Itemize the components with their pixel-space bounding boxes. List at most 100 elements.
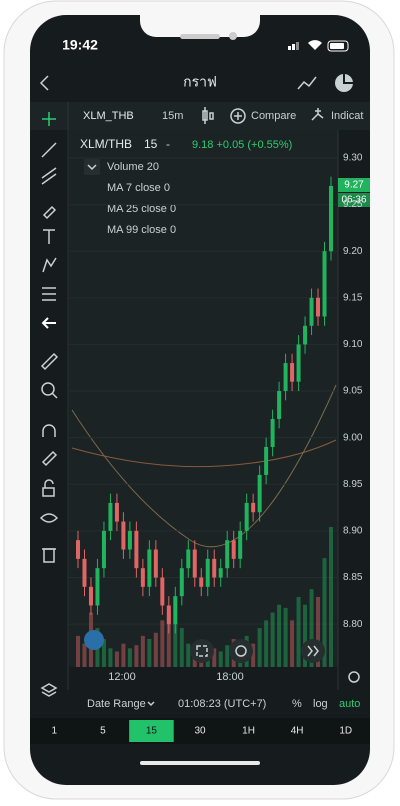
price-tick-label: 8.95 (343, 479, 363, 490)
candle-body (316, 297, 321, 317)
compare-icon[interactable] (230, 108, 246, 124)
candle-body (231, 540, 236, 559)
study: MA 99 close 0 (107, 224, 176, 236)
volume-bar (179, 628, 184, 667)
interval-button[interactable]: 1 (52, 726, 58, 737)
volume-bar (140, 635, 145, 667)
auto-toggle[interactable]: auto (339, 698, 360, 710)
volume-bar (329, 527, 333, 667)
volume-bar (76, 635, 80, 667)
legend-dash: - (166, 137, 170, 151)
candle-body (238, 530, 243, 559)
status-time: 19:42 (62, 37, 98, 53)
volume-bar (251, 643, 256, 667)
interval-button[interactable]: 1D (339, 726, 352, 737)
interval-button[interactable]: 4H (291, 726, 304, 737)
volume-bar (303, 604, 308, 667)
candle-body (121, 521, 126, 550)
chevrons (307, 645, 319, 657)
volume-bar (309, 589, 314, 667)
notch (140, 15, 260, 37)
status-icons (288, 40, 349, 52)
candle-body (212, 558, 217, 578)
legend-quote: 9.18 +0.05 (+0.55%) (192, 139, 292, 151)
candle-body (296, 344, 301, 382)
time-label: 18:00 (216, 671, 244, 683)
header-title: กราฟ (183, 74, 217, 90)
candle-body (218, 568, 223, 578)
toolbar (30, 102, 370, 130)
active-interval (129, 720, 174, 742)
candle-body (244, 502, 249, 531)
candle-body (108, 502, 113, 531)
interval-button[interactable]: 15 (146, 726, 158, 737)
percent-toggle[interactable]: % (292, 698, 302, 710)
legend-toggle[interactable] (84, 159, 100, 175)
volume-bar (127, 648, 132, 667)
candle-body (303, 325, 308, 345)
log-toggle[interactable]: log (313, 698, 328, 710)
chevron (87, 164, 97, 171)
candle-icon[interactable] (202, 107, 214, 124)
candle-body (147, 549, 152, 587)
symbol[interactable]: XLM_THB (83, 110, 134, 122)
reset-button[interactable] (229, 639, 253, 663)
volume-bar (186, 643, 191, 667)
countdown: 06:36 (341, 195, 366, 206)
candle-body (166, 605, 171, 625)
interval[interactable]: 15m (162, 110, 183, 122)
date-range[interactable]: Date Range (87, 698, 146, 710)
candle-body (160, 577, 165, 606)
reset-icon (235, 645, 247, 657)
settings-icon[interactable] (348, 671, 360, 683)
candle-body (270, 419, 275, 447)
line-chart-button[interactable] (297, 76, 317, 90)
volume-bar (153, 632, 158, 667)
candle-body (153, 549, 158, 578)
interval-button[interactable]: 5 (100, 726, 106, 737)
interval-bar (30, 718, 370, 744)
logo (84, 630, 104, 650)
candle-body (283, 363, 288, 392)
time-label: 12:00 (108, 671, 136, 683)
candle-body (173, 596, 178, 625)
candle-body (88, 586, 93, 606)
volume-bar (290, 620, 295, 667)
last-price: 9.27 (344, 180, 364, 191)
volume-bar (147, 639, 152, 667)
volume-bar (296, 597, 301, 667)
candle-body (225, 540, 230, 569)
volume-bar (283, 607, 288, 667)
candle-body (329, 185, 333, 252)
candle-body (322, 251, 327, 317)
volume-bar (257, 628, 262, 667)
candle-body (76, 540, 80, 559)
price-tick-label: 9.00 (343, 432, 363, 443)
fullscreen-button[interactable] (190, 639, 214, 663)
back-button[interactable] (39, 75, 49, 91)
volume-bar (322, 558, 327, 667)
volume-bar (166, 612, 171, 667)
candle-body (134, 530, 139, 569)
price-tick-label: 8.85 (343, 572, 363, 583)
interval-button[interactable]: 30 (194, 726, 206, 737)
legend-pair: XLM/THB (80, 137, 132, 151)
candle-body (257, 474, 262, 513)
price-tick-label: 9.15 (343, 292, 363, 303)
volume-bar (160, 620, 165, 667)
candle-body (114, 502, 119, 522)
volume-bar (173, 623, 178, 667)
indicator-icon[interactable] (311, 108, 324, 121)
interval-button[interactable]: 1H (242, 726, 255, 737)
legend-interval: 15 (144, 137, 158, 151)
volume-bar (101, 639, 106, 667)
study: Volume 20 (107, 161, 159, 173)
scroll-button[interactable] (301, 639, 325, 663)
volume-bar (316, 597, 321, 667)
indicators-button[interactable]: Indicat (331, 110, 363, 122)
compare-button[interactable]: Compare (251, 110, 296, 122)
candle-body (82, 558, 87, 587)
volume-bar (212, 648, 217, 667)
drawing-tools[interactable] (39, 112, 59, 697)
study: MA 7 close 0 (107, 182, 170, 194)
